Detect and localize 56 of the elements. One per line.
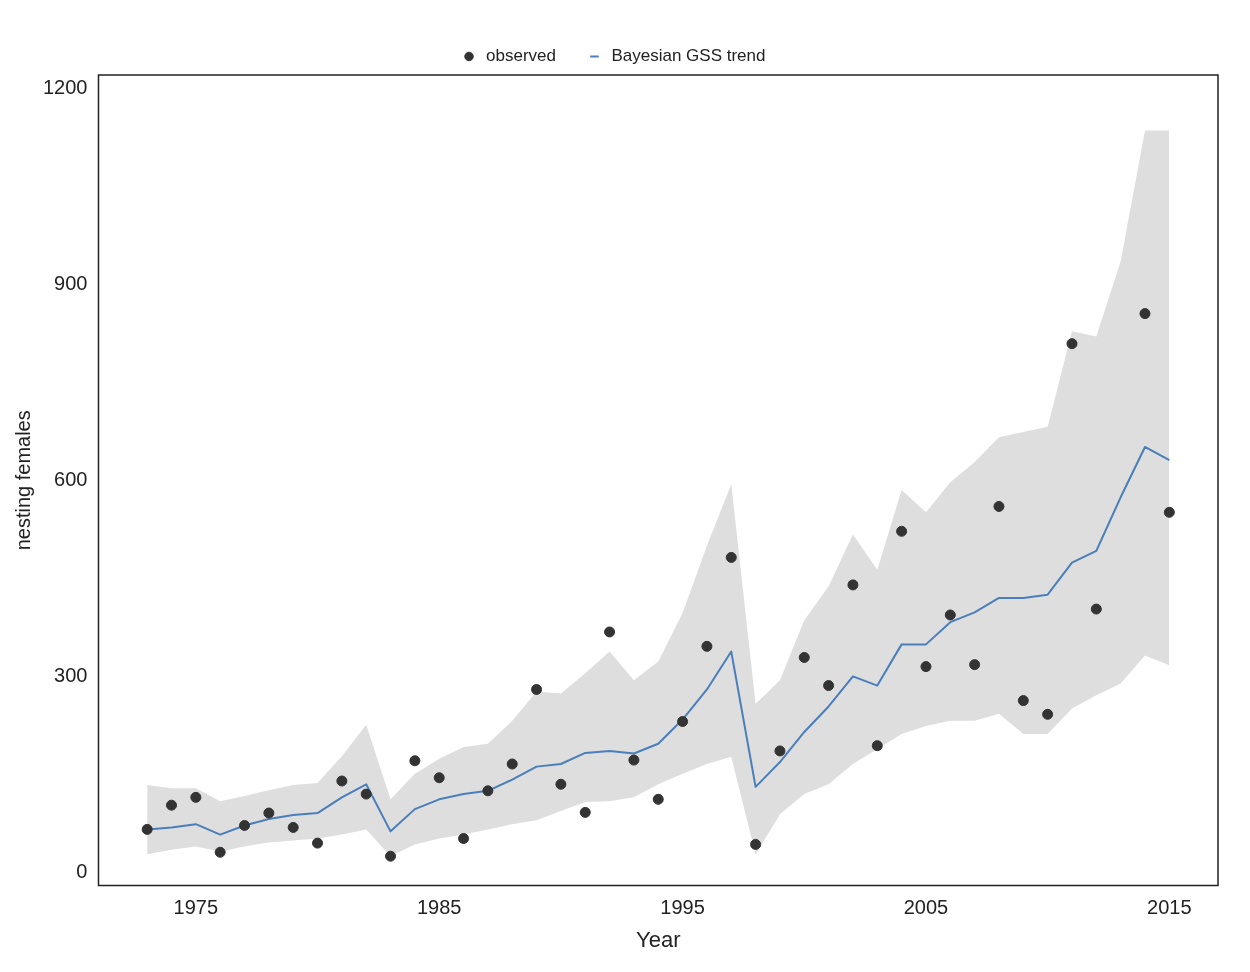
x-tick-label: 1985: [416, 896, 462, 919]
point: [141, 823, 153, 835]
point: [166, 799, 177, 811]
point: [823, 680, 835, 692]
x-axis-title: Year: [636, 926, 681, 952]
point: [896, 525, 908, 537]
point: [701, 640, 713, 652]
y-axis-title: nesting females: [11, 410, 34, 551]
point: [1163, 506, 1175, 518]
y-tick-label: 900: [54, 271, 88, 294]
point: [969, 659, 981, 671]
point: [214, 846, 226, 858]
point: [458, 833, 470, 845]
point: [506, 758, 518, 770]
point: [1066, 338, 1078, 350]
point: [652, 793, 664, 805]
x-tick-label: 2015: [1147, 896, 1192, 919]
x-tick-label: 2005: [903, 896, 949, 919]
point: [750, 838, 762, 850]
point: [944, 609, 956, 621]
point: [482, 785, 494, 797]
point: [555, 778, 567, 790]
point: [725, 551, 737, 563]
point: [847, 579, 859, 591]
point: [774, 745, 786, 757]
y-tick-label: 600: [54, 467, 88, 490]
point: [1042, 708, 1054, 720]
point: [993, 500, 1005, 512]
point: [263, 807, 275, 819]
point: [579, 806, 591, 818]
point: [798, 651, 810, 663]
point: [871, 740, 883, 752]
point: [1017, 695, 1029, 707]
point: [239, 819, 251, 831]
y-tick-label: 1200: [42, 75, 88, 98]
point: [409, 755, 421, 767]
point: [628, 754, 640, 766]
point: [190, 791, 202, 803]
point: [1090, 603, 1102, 615]
point: [920, 661, 932, 673]
y-tick-label: 0: [76, 860, 88, 883]
point: [287, 821, 299, 833]
point: [677, 716, 689, 728]
x-tick-label: 1975: [173, 896, 219, 919]
point: [312, 837, 324, 849]
point: [531, 683, 543, 695]
point: [385, 850, 397, 862]
point: [433, 772, 445, 784]
point: [604, 626, 616, 638]
point: [336, 775, 348, 787]
point: [1139, 308, 1151, 320]
point: [360, 788, 372, 800]
legend-label: observed: [486, 46, 556, 66]
x-tick-label: 1995: [660, 896, 705, 919]
legend-label: Bayesian GSS trend: [611, 46, 766, 66]
y-tick-label: 300: [54, 663, 88, 686]
